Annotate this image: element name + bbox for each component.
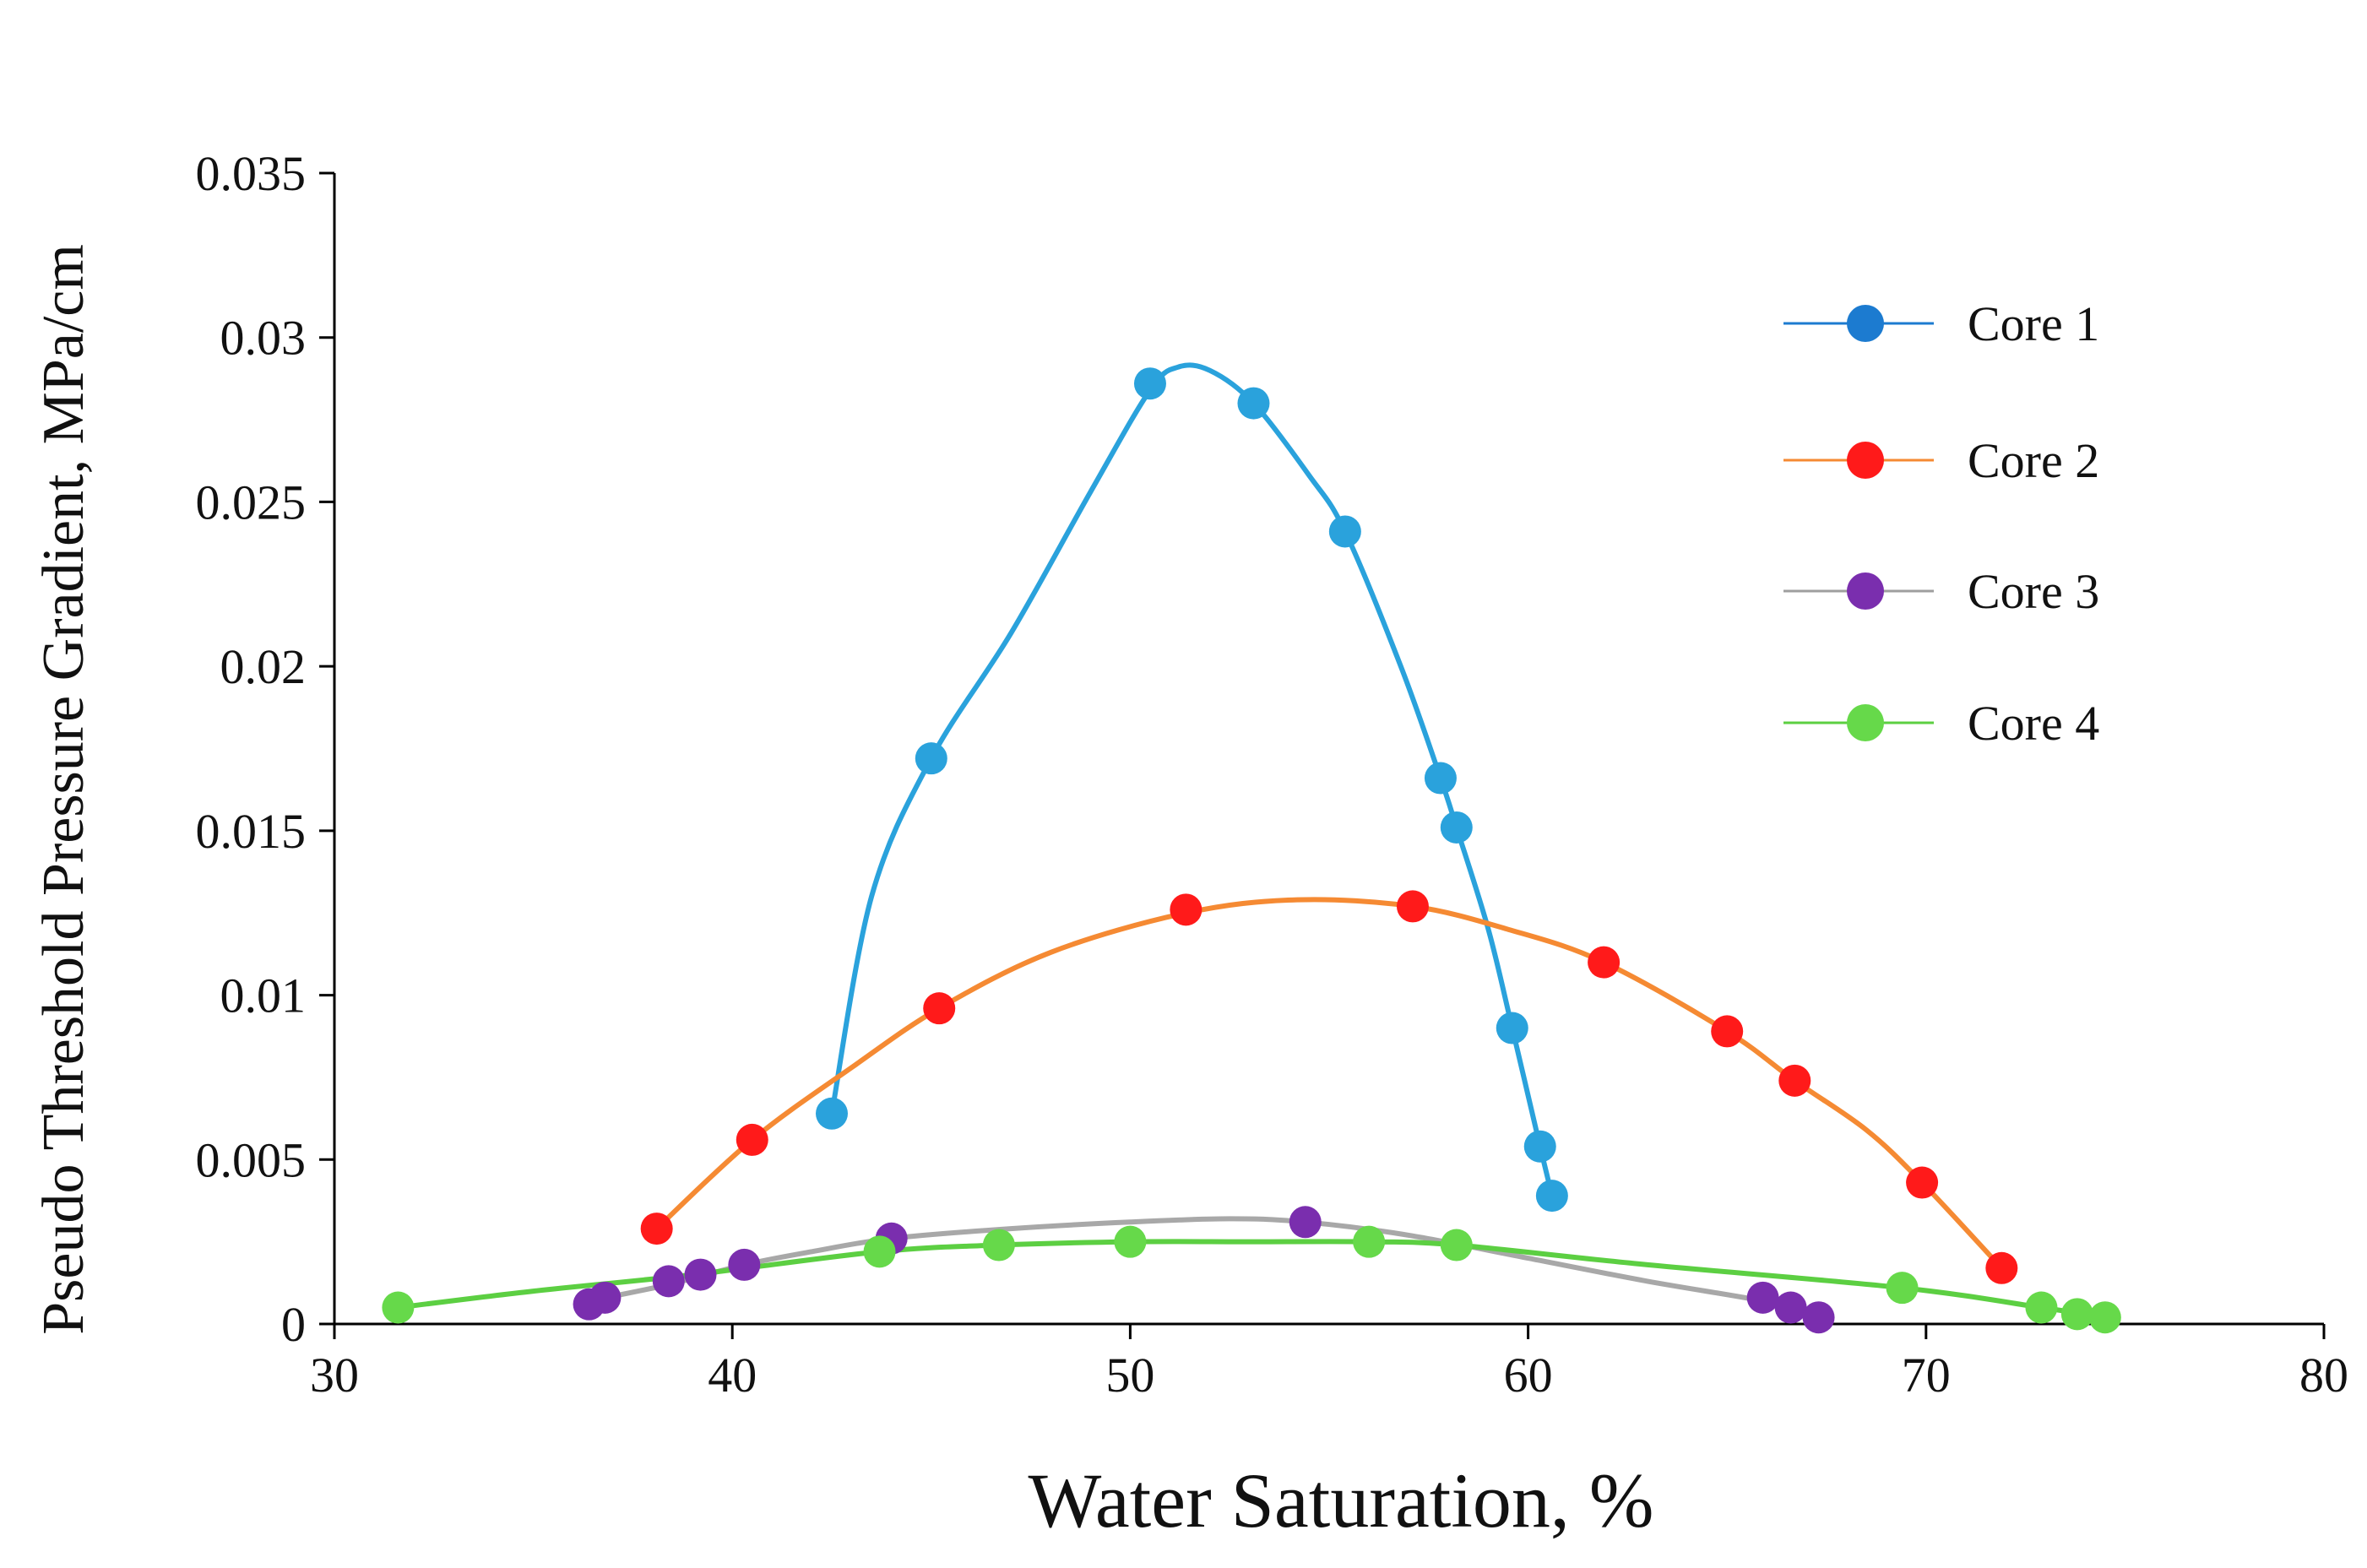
y-tick-label: 0.025 (196, 475, 307, 529)
core-4-point (2060, 1298, 2093, 1331)
core-3-point (589, 1281, 622, 1314)
core-3-point (1289, 1206, 1322, 1239)
x-tick-label: 60 (1504, 1348, 1553, 1403)
y-axis-title: Pseudo Threshold Pressure Gradient, MPa/… (31, 244, 96, 1335)
y-tick-label: 0.015 (196, 804, 307, 859)
core-2-point (1170, 893, 1203, 926)
core-2-point (1906, 1166, 1939, 1199)
x-tick-label: 70 (1902, 1348, 1951, 1403)
core-4-point (2025, 1291, 2058, 1324)
core-2-point (1778, 1064, 1811, 1097)
x-tick-label: 40 (708, 1348, 757, 1403)
core-1-point (1237, 387, 1270, 420)
core-4-point (2088, 1301, 2121, 1334)
core-2-line (654, 897, 2005, 1271)
legend-core-1-label: Core 1 (1968, 296, 2099, 351)
core-3-line (586, 1216, 1821, 1317)
core-1-point (1496, 1012, 1528, 1044)
y-tick-label: 0 (281, 1297, 306, 1352)
core-1-point (1424, 762, 1457, 795)
core-4-point (382, 1291, 415, 1324)
legend-core-2-marker (1847, 442, 1884, 479)
core-4-point (1440, 1229, 1473, 1261)
y-tick-label: 0.02 (220, 639, 307, 694)
core-4-point (1114, 1225, 1147, 1258)
legend: Core 1 Core 2 Core 3 Core 4 (1783, 296, 2099, 751)
core-2-point (1711, 1015, 1744, 1048)
legend-core-4-marker (1847, 704, 1884, 741)
core-1-point (1440, 811, 1473, 844)
core-1-point (1133, 367, 1166, 400)
core-2-point (1396, 890, 1429, 923)
series-points (382, 367, 2121, 1334)
legend-core-4-label: Core 4 (1968, 696, 2099, 751)
x-tick-label: 80 (2299, 1348, 2348, 1403)
core-2-point (1588, 946, 1621, 979)
core-3-point (684, 1258, 717, 1291)
y-tick-label: 0.035 (196, 146, 307, 201)
core-1-point (1535, 1180, 1568, 1213)
y-tick-label: 0.03 (220, 311, 307, 366)
core-3-point (1774, 1291, 1807, 1324)
x-tick-label: 50 (1105, 1348, 1154, 1403)
core-2-point (923, 992, 956, 1025)
core-4-point (1886, 1272, 1919, 1305)
core-3-point (652, 1265, 685, 1298)
core-2-point (736, 1123, 768, 1156)
core-4-point (1353, 1225, 1386, 1258)
core-4-point (982, 1229, 1015, 1261)
core-4-point (863, 1235, 896, 1268)
legend-core-1-marker (1847, 305, 1884, 342)
core-3-point (1746, 1281, 1779, 1314)
series-lines (395, 362, 2108, 1321)
core-2-point (1985, 1251, 2018, 1284)
core-1-point (915, 742, 947, 775)
core-1-point (816, 1097, 848, 1130)
legend-core-3-marker (1847, 572, 1884, 610)
core-2-point (640, 1213, 673, 1245)
axes: 0 0.005 0.01 0.015 0.02 0.025 0.03 0.035 30 40 50 6… (196, 146, 2349, 1403)
core-1-point (1523, 1130, 1556, 1163)
legend-core-3-label: Core 3 (1968, 564, 2099, 619)
x-tick-label: 30 (310, 1348, 359, 1403)
core-3-point (728, 1248, 761, 1281)
y-tick-label: 0.01 (220, 968, 307, 1023)
y-tick-label: 0.005 (196, 1132, 307, 1187)
core-3-point (1802, 1301, 1835, 1334)
legend-core-2-label: Core 2 (1968, 433, 2099, 488)
x-axis-title: Water Saturation, % (1028, 1457, 1653, 1544)
core-1-point (1328, 515, 1361, 548)
